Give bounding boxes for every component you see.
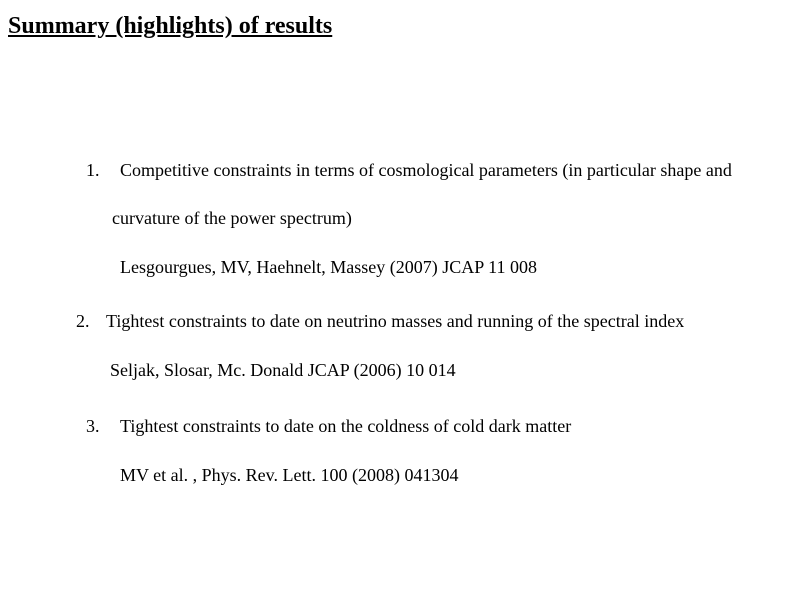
list-item-text: Tightest constraints to date on neutrino… <box>106 310 766 333</box>
list-item: 2. Tightest constraints to date on neutr… <box>86 310 766 381</box>
list-item-text: Tightest constraints to date on the cold… <box>120 415 766 438</box>
list-item-text-cont: curvature of the power spectrum) <box>112 207 766 230</box>
list-item-reference: Seljak, Slosar, Mc. Donald JCAP (2006) 1… <box>110 359 766 382</box>
list-item-row: 3. Tightest constraints to date on the c… <box>86 415 766 438</box>
list-item-number: 2. <box>76 311 106 332</box>
list-item-number: 1. <box>86 160 120 181</box>
list-item-reference: MV et al. , Phys. Rev. Lett. 100 (2008) … <box>120 464 766 487</box>
slide-title: Summary (highlights) of results <box>8 12 776 41</box>
results-list: 1. Competitive constraints in terms of c… <box>86 159 766 487</box>
list-item-number: 3. <box>86 416 120 437</box>
list-item-row: 2. Tightest constraints to date on neutr… <box>76 310 766 333</box>
list-item-reference: Lesgourgues, MV, Haehnelt, Massey (2007)… <box>120 256 766 279</box>
slide-page: Summary (highlights) of results 1. Compe… <box>0 0 794 595</box>
list-item-text: Competitive constraints in terms of cosm… <box>120 159 766 182</box>
list-item: 1. Competitive constraints in terms of c… <box>86 159 766 279</box>
list-item-row: 1. Competitive constraints in terms of c… <box>86 159 766 182</box>
list-item: 3. Tightest constraints to date on the c… <box>86 415 766 486</box>
